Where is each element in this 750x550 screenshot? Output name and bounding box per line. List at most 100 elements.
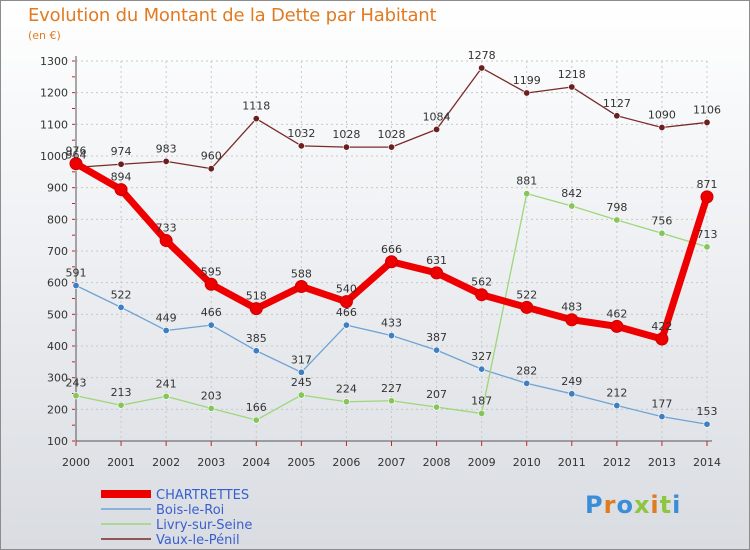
logo-letter: i <box>650 491 660 519</box>
data-point <box>658 413 666 421</box>
data-label: 522 <box>111 288 132 301</box>
data-label: 974 <box>111 145 132 158</box>
data-point <box>252 115 260 123</box>
data-label: 881 <box>516 175 537 188</box>
y-tick-label: 900 <box>47 182 68 195</box>
data-point <box>478 409 486 417</box>
data-point <box>72 282 80 290</box>
x-tick-label: 2014 <box>693 456 721 469</box>
data-label: 1090 <box>648 109 676 122</box>
data-label: 224 <box>336 383 357 396</box>
y-tick-label: 200 <box>47 403 68 416</box>
data-label: 1028 <box>378 128 406 141</box>
data-label: 449 <box>156 311 177 324</box>
data-label: 227 <box>381 382 402 395</box>
legend-label: Bois-le-Roi <box>156 503 224 518</box>
axes: 100 200 300 400 500 600 700 800 900 1000 1100 1200 1… <box>40 55 721 469</box>
data-point <box>159 234 173 248</box>
data-label: 213 <box>111 386 132 399</box>
data-point <box>565 313 579 327</box>
logo-letter: x <box>633 491 651 519</box>
data-label: 1218 <box>558 68 586 81</box>
data-point <box>610 319 624 333</box>
data-label: 433 <box>381 317 402 330</box>
data-point <box>252 416 260 424</box>
data-label: 518 <box>246 290 267 303</box>
data-label: 1106 <box>693 103 721 116</box>
legend-label: CHARTRETTES <box>156 488 249 503</box>
y-tick-label: 1200 <box>40 87 68 100</box>
data-label: 241 <box>156 377 177 390</box>
data-label: 212 <box>606 387 627 400</box>
data-point <box>658 229 666 237</box>
data-point <box>297 142 305 150</box>
data-label: 798 <box>606 201 627 214</box>
data-label: 540 <box>336 283 357 296</box>
data-label: 483 <box>561 301 582 314</box>
data-label: 1278 <box>468 49 496 62</box>
data-label: 733 <box>156 222 177 235</box>
y-tick-label: 1000 <box>40 150 68 163</box>
data-point <box>433 346 441 354</box>
data-label: 243 <box>66 377 87 390</box>
chart-title: Evolution du Montant de la Dette par Hab… <box>28 5 437 26</box>
data-point <box>117 160 125 168</box>
logo-letter: P <box>585 491 604 519</box>
logo-letter: t <box>659 491 673 519</box>
data-point <box>342 321 350 329</box>
unit-label: (en €) <box>28 29 61 42</box>
series-layer <box>69 64 714 428</box>
data-point <box>297 391 305 399</box>
data-point <box>703 420 711 428</box>
y-tick-label: 600 <box>47 277 68 290</box>
x-tick-label: 2008 <box>423 456 451 469</box>
data-label: 1028 <box>332 128 360 141</box>
x-tick-label: 2010 <box>513 456 541 469</box>
data-point <box>568 83 576 91</box>
data-point <box>523 190 531 198</box>
data-label: 983 <box>156 142 177 155</box>
y-tick-label: 400 <box>47 340 68 353</box>
data-point <box>117 401 125 409</box>
data-point <box>523 379 531 387</box>
data-point <box>613 216 621 224</box>
data-label: 462 <box>606 307 627 320</box>
data-point <box>249 302 263 316</box>
x-tick-label: 2004 <box>242 456 270 469</box>
x-tick-label: 2012 <box>603 456 631 469</box>
x-tick-label: 2002 <box>152 456 180 469</box>
data-label: 976 <box>66 145 87 158</box>
data-point <box>523 89 531 97</box>
grid <box>75 60 708 442</box>
data-point <box>613 402 621 410</box>
x-tick-label: 2000 <box>62 456 90 469</box>
data-label: 166 <box>246 401 267 414</box>
data-label: 245 <box>291 376 312 389</box>
y-tick-label: 1300 <box>40 55 68 68</box>
data-label: 385 <box>246 332 267 345</box>
data-label: 466 <box>336 306 357 319</box>
data-point <box>297 368 305 376</box>
data-label: 1127 <box>603 97 631 110</box>
logo-letter: o <box>616 491 634 519</box>
data-label: 317 <box>291 353 312 366</box>
x-tick-label: 2009 <box>468 456 496 469</box>
data-point <box>613 112 621 120</box>
data-point <box>114 183 128 197</box>
legend-label: Livry-sur-Seine <box>156 518 252 533</box>
data-point <box>433 403 441 411</box>
data-label: 562 <box>471 276 492 289</box>
data-point <box>430 266 444 280</box>
data-point <box>207 404 215 412</box>
y-tick-label: 1100 <box>40 118 68 131</box>
y-tick-label: 100 <box>47 435 68 448</box>
data-point <box>387 332 395 340</box>
data-point <box>475 288 489 302</box>
data-label: 1118 <box>242 100 270 113</box>
data-label: 588 <box>291 267 312 280</box>
data-label: 964 <box>66 148 87 161</box>
data-point <box>72 392 80 400</box>
data-label: 960 <box>201 150 222 163</box>
x-tick-label: 2011 <box>558 456 586 469</box>
